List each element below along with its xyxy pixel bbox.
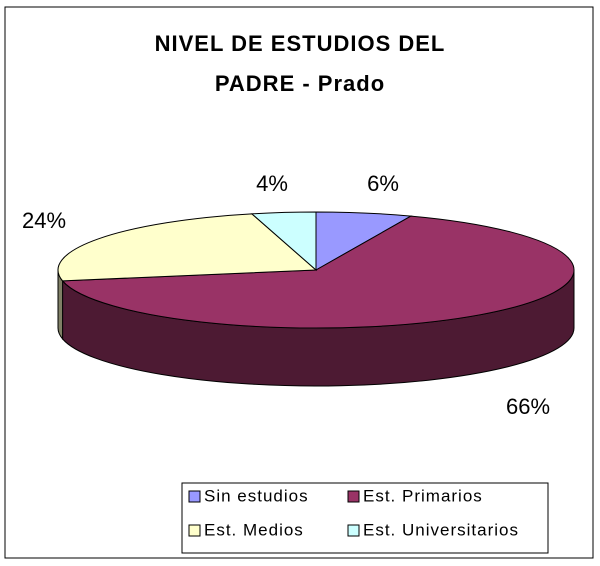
data-label: 4% (256, 171, 288, 196)
chart-title: NIVEL DE ESTUDIOS DEL PADRE - Prado (154, 31, 446, 96)
legend-swatch (347, 524, 360, 537)
legend-label: Est. Primarios (363, 486, 483, 505)
legend-label: Est. Medios (204, 520, 304, 539)
legend-swatch (347, 490, 360, 503)
legend-swatch (188, 490, 201, 503)
pie-slice (250, 211, 317, 272)
legend-label: Est. Universitarios (363, 520, 519, 539)
data-label: 6% (367, 171, 399, 196)
legend-swatch (188, 524, 201, 537)
pie-slice (61, 215, 575, 329)
legend-box (181, 482, 549, 554)
data-label: 66% (506, 394, 550, 419)
data-label: 24% (22, 208, 66, 233)
pie-slice (57, 213, 318, 282)
legend-label: Sin estudios (204, 486, 309, 505)
